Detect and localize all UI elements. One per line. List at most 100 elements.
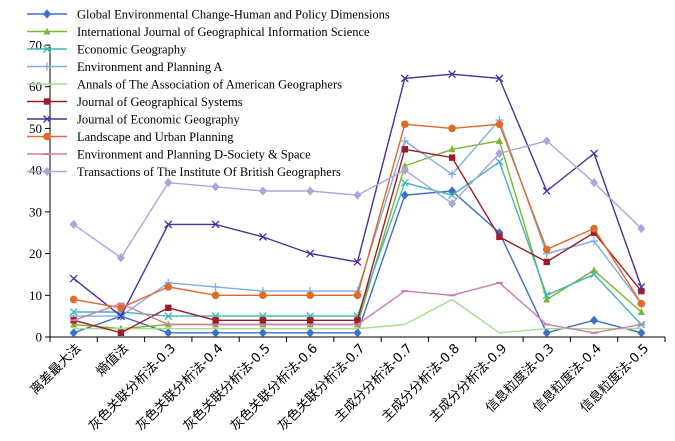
data-point — [306, 249, 315, 258]
legend-label: Global Environmental Change-Human and Po… — [77, 7, 390, 21]
data-point — [590, 315, 599, 325]
data-point — [306, 317, 314, 324]
data-point — [590, 149, 598, 158]
data-point — [543, 258, 550, 266]
legend-item: Global Environmental Change-Human and Po… — [27, 7, 390, 21]
data-point — [354, 317, 361, 324]
data-point — [43, 98, 51, 105]
legend-item: Environment and Planning A — [27, 60, 222, 74]
data-point — [637, 307, 645, 315]
data-point — [637, 223, 646, 234]
x-tick-label: 灰色关联分析法-0.7 — [275, 341, 369, 435]
data-point — [306, 291, 314, 300]
series-lines — [69, 70, 646, 338]
data-point — [495, 136, 503, 144]
series-10 — [69, 136, 646, 263]
data-point — [590, 270, 598, 279]
data-point — [69, 295, 78, 304]
data-point — [448, 124, 456, 133]
data-point — [590, 178, 599, 188]
series-9 — [70, 281, 645, 334]
data-point — [117, 329, 125, 337]
legend-item: Environment and Planning D-Society & Spa… — [27, 147, 311, 161]
data-point — [401, 120, 409, 129]
data-point — [164, 220, 173, 229]
legend-label: Journal of Economic Geography — [77, 112, 241, 126]
legend-item: International Journal of Geographical In… — [27, 25, 370, 39]
y-tick-label: 40 — [29, 163, 42, 178]
legend-label: Environment and Planning A — [77, 60, 222, 74]
data-point — [637, 299, 646, 308]
data-point — [637, 282, 646, 291]
data-point — [448, 198, 457, 209]
data-point — [211, 220, 220, 229]
series-7 — [69, 70, 646, 321]
data-point — [164, 178, 173, 188]
data-point — [211, 182, 220, 192]
series-5 — [73, 298, 642, 334]
data-point — [211, 291, 220, 300]
data-point — [43, 115, 51, 123]
data-point — [69, 308, 78, 316]
data-point — [590, 224, 598, 233]
data-point — [164, 312, 173, 321]
series-8 — [69, 120, 646, 312]
data-point — [43, 45, 51, 53]
data-point — [42, 166, 52, 177]
data-point — [258, 232, 267, 241]
legend: Global Environmental Change-Human and Po… — [27, 7, 390, 179]
legend-label: Journal of Geographical Systems — [77, 95, 243, 109]
y-tick-label: 30 — [29, 204, 42, 219]
data-point — [258, 186, 267, 196]
data-point — [69, 274, 78, 283]
data-point — [542, 291, 551, 300]
data-point — [211, 328, 220, 338]
data-point — [638, 287, 645, 295]
series-3 — [69, 157, 646, 329]
data-point — [116, 253, 125, 263]
legend-label: Annals of The Association of American Ge… — [77, 77, 342, 91]
data-point — [495, 157, 504, 166]
y-tick-label: 60 — [29, 79, 42, 94]
data-point — [353, 190, 362, 200]
data-point — [164, 283, 173, 291]
x-tick-label: 灰色关联分析法-0.5 — [180, 341, 274, 435]
legend-label: Environment and Planning D-Society & Spa… — [77, 147, 311, 161]
data-point — [543, 295, 551, 303]
series-line — [73, 298, 642, 334]
legend-item: Transactions of The Institute Of British… — [27, 165, 341, 179]
data-point — [448, 145, 456, 153]
y-tick-label: 70 — [29, 38, 42, 53]
legend-label: International Journal of Geographical In… — [77, 25, 370, 39]
data-point — [400, 165, 409, 175]
data-point — [495, 74, 504, 83]
data-point — [542, 245, 551, 254]
data-point — [400, 136, 409, 145]
x-tick-label: 灰色关联分析法-0.6 — [227, 341, 321, 435]
data-point — [400, 178, 409, 187]
data-point — [212, 317, 219, 324]
legend-item: Landscape and Urban Planning — [27, 130, 234, 144]
data-point — [42, 9, 52, 19]
data-point — [400, 74, 409, 83]
data-point — [69, 219, 78, 229]
y-tick-label: 10 — [29, 288, 42, 303]
x-tick-label: 灰色关联分析法-0.4 — [133, 341, 227, 435]
data-point — [495, 120, 504, 129]
data-point — [448, 170, 457, 179]
x-tick-label: 灰色关联分析法-0.3 — [85, 341, 179, 435]
data-point — [306, 186, 315, 196]
data-point — [448, 191, 457, 200]
data-point — [211, 282, 220, 291]
data-point — [400, 190, 409, 200]
data-point — [259, 317, 267, 324]
y-tick-label: 0 — [36, 330, 43, 345]
legend-label: Landscape and Urban Planning — [77, 130, 234, 144]
data-point — [164, 328, 173, 338]
data-point — [401, 146, 409, 153]
data-point — [542, 136, 551, 146]
data-point — [258, 328, 267, 338]
data-point — [353, 257, 362, 266]
data-point — [590, 229, 598, 236]
